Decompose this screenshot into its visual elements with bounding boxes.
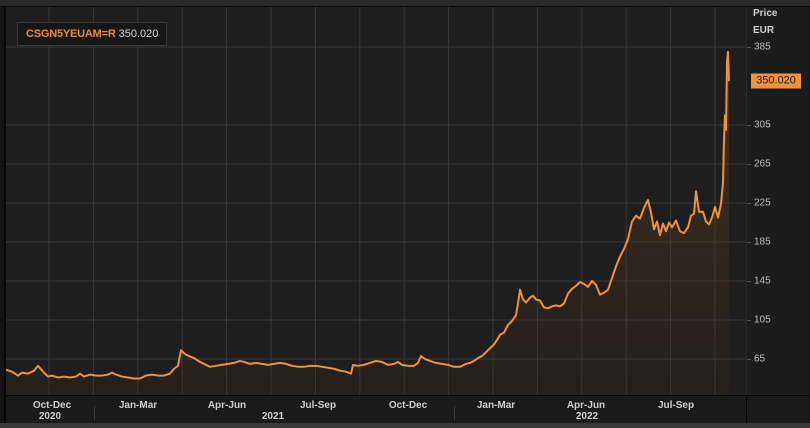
horizontal-scrollbar[interactable] xyxy=(0,423,810,428)
x-year-label: 2020 xyxy=(38,411,62,422)
y-tick-mark xyxy=(747,125,751,126)
y-tick-label: 105 xyxy=(754,314,771,326)
x-quarter-label: Oct-Dec xyxy=(32,400,72,411)
y-tick-mark xyxy=(747,320,751,321)
x-quarter-label: Oct-Dec xyxy=(388,400,428,411)
y-axis-title: Price xyxy=(753,8,778,19)
y-tick-label: 385 xyxy=(754,41,771,53)
y-tick-label: 225 xyxy=(754,197,771,209)
year-separator xyxy=(454,406,455,420)
y-axis-currency: EUR xyxy=(753,25,775,36)
y-tick-label: 185 xyxy=(754,236,771,248)
y-tick-label: 265 xyxy=(754,158,771,170)
y-tick-mark xyxy=(747,359,751,360)
plot-area[interactable]: CSGN5YEUAM=R 350.020 xyxy=(4,7,748,395)
price-chart xyxy=(6,7,748,395)
instrument-ric: CSGN5YEUAM=R xyxy=(26,28,116,40)
year-separator xyxy=(94,406,95,420)
series-legend: CSGN5YEUAM=R 350.020 xyxy=(17,22,168,46)
x-quarter-label: Apr-Jun xyxy=(207,400,247,411)
x-axis[interactable]: Oct-Dec Jan-Mar Apr-Jun Jul-Sep Oct-Dec Jan-M… xyxy=(4,395,748,424)
y-tick-mark xyxy=(747,281,751,282)
y-tick-mark xyxy=(747,203,751,204)
last-price-tag: 350.020 xyxy=(751,73,801,89)
y-axis[interactable]: Price EUR 385 305 265 225 185 145 105 65 350.02… xyxy=(746,7,809,395)
x-quarter-label: Jul-Sep xyxy=(657,400,695,411)
y-tick-label: 305 xyxy=(754,119,771,131)
legend-last-value: 350.020 xyxy=(118,28,159,40)
y-tick-label: 65 xyxy=(754,353,766,365)
price-line xyxy=(6,50,730,380)
top-bar xyxy=(0,0,810,7)
x-quarter-label: Jan-Mar xyxy=(476,400,516,411)
y-tick-mark xyxy=(747,242,751,243)
price-area-fill xyxy=(6,51,729,395)
axis-corner xyxy=(746,395,809,424)
y-tick-mark xyxy=(747,164,751,165)
y-tick-mark xyxy=(747,47,751,48)
x-quarter-label: Jul-Sep xyxy=(299,400,337,411)
y-tick-label: 145 xyxy=(754,275,771,287)
x-year-label: 2022 xyxy=(575,411,599,422)
x-year-label: 2021 xyxy=(261,411,285,422)
x-quarter-label: Apr-Jun xyxy=(566,400,606,411)
x-quarter-label: Jan-Mar xyxy=(118,400,158,411)
